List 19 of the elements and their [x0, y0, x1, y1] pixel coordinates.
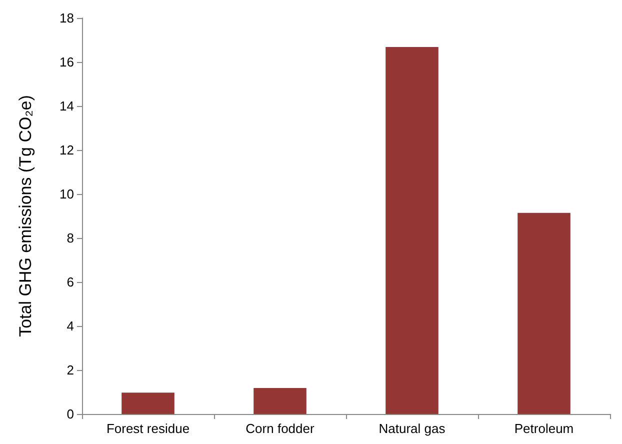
x-tick-label: Petroleum — [514, 421, 574, 436]
bar — [254, 388, 306, 414]
bar — [518, 212, 570, 414]
x-tick-label: Forest residue — [106, 421, 190, 436]
y-axis-title: Total GHG emissions (Tg CO₂e) — [16, 95, 35, 337]
y-tick-label: 12 — [60, 142, 74, 158]
y-tick-label: 4 — [66, 318, 74, 334]
y-tick-label: 14 — [60, 98, 74, 114]
y-tick-label: 16 — [60, 54, 74, 70]
y-tick-label: 18 — [60, 10, 74, 26]
x-tick-label: Corn fodder — [246, 421, 315, 436]
y-tick-label: 10 — [60, 186, 74, 202]
y-tick-label: 8 — [66, 230, 74, 246]
y-tick-label: 0 — [66, 406, 74, 422]
y-tick-label: 6 — [66, 274, 74, 290]
bar — [122, 392, 174, 414]
bar — [386, 47, 438, 414]
y-tick-label: 2 — [66, 362, 74, 378]
x-tick-label: Natural gas — [378, 421, 446, 436]
